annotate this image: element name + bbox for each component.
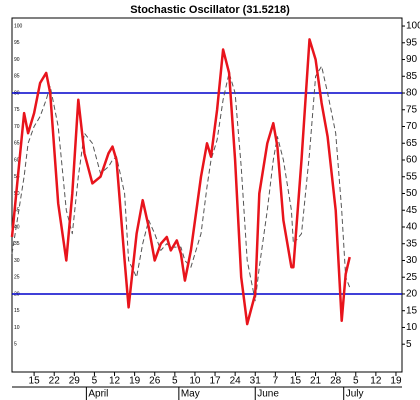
y-tick-label: 30 — [406, 255, 418, 266]
y-tick-label: 25 — [406, 272, 418, 283]
x-tick-label: 12 — [370, 376, 382, 387]
x-tick-label: 26 — [149, 376, 161, 387]
y-tick-label-left: 25 — [14, 275, 20, 281]
y-tick-label-left: 90 — [14, 57, 20, 63]
x-tick-label: 17 — [209, 376, 221, 387]
chart-title: Stochastic Oscillator (31.5218) — [130, 4, 290, 16]
y-tick-label-left: 85 — [14, 74, 20, 80]
y-tick-label: 20 — [406, 289, 418, 300]
x-tick-label: 5 — [172, 376, 178, 387]
x-tick-label: 7 — [273, 376, 279, 387]
y-tick-label: 35 — [406, 238, 418, 249]
series-line — [11, 65, 351, 302]
y-tick-label: 90 — [406, 54, 418, 65]
x-tick-label: 31 — [250, 376, 262, 387]
month-label: April — [88, 389, 108, 400]
x-tick-label: 28 — [330, 376, 342, 387]
y-tick-label: 15 — [406, 305, 418, 316]
y-tick-label: 50 — [406, 188, 418, 199]
y-tick-label-left: 15 — [14, 308, 20, 314]
month-label: July — [346, 389, 364, 400]
y-tick-label: 55 — [406, 171, 418, 182]
month-label: June — [257, 389, 279, 400]
y-tick-label-left: 65 — [14, 141, 20, 147]
x-tick-label: 5 — [92, 376, 98, 387]
y-tick-label: 70 — [406, 121, 418, 132]
y-tick-label: 10 — [406, 322, 418, 333]
x-tick-label: 12 — [109, 376, 121, 387]
x-tick-label: 15 — [29, 376, 41, 387]
y-tick-label-left: 40 — [14, 224, 20, 230]
series-line — [10, 38, 351, 326]
y-tick-label: 80 — [406, 88, 418, 99]
y-tick-label-left: 45 — [14, 208, 20, 214]
y-tick-label: 5 — [406, 339, 412, 350]
plot-frame — [11, 17, 403, 373]
x-tick-label: 10 — [189, 376, 201, 387]
x-tick-label: 22 — [49, 376, 61, 387]
y-tick-label-left: 35 — [14, 241, 20, 247]
y-tick-label: 100 — [406, 21, 420, 32]
x-tick-label: 19 — [390, 376, 402, 387]
month-label: May — [181, 389, 200, 400]
y-tick-label: 40 — [406, 222, 418, 233]
y-tick-label-left: 95 — [14, 40, 20, 46]
y-tick-label: 95 — [406, 37, 418, 48]
y-tick-label: 45 — [406, 205, 418, 216]
y-tick-label-left: 75 — [14, 107, 20, 113]
y-tick-label: 65 — [406, 138, 418, 149]
y-tick-label-left: 5 — [14, 342, 17, 348]
y-tick-label: 75 — [406, 104, 418, 115]
y-tick-label-left: 10 — [14, 325, 20, 331]
x-tick-label: 29 — [69, 376, 81, 387]
y-tick-label-left: 100 — [14, 23, 23, 29]
x-tick-label: 24 — [230, 376, 242, 387]
y-tick-label-left: 60 — [14, 157, 20, 163]
y-tick-label-left: 30 — [14, 258, 20, 264]
x-tick-label: 21 — [310, 376, 322, 387]
x-tick-label: 15 — [290, 376, 302, 387]
y-tick-label: 85 — [406, 71, 418, 82]
y-tick-label-left: 70 — [14, 124, 20, 130]
x-tick-label: 5 — [353, 376, 359, 387]
x-tick-label: 19 — [129, 376, 141, 387]
y-tick-label: 60 — [406, 155, 418, 166]
